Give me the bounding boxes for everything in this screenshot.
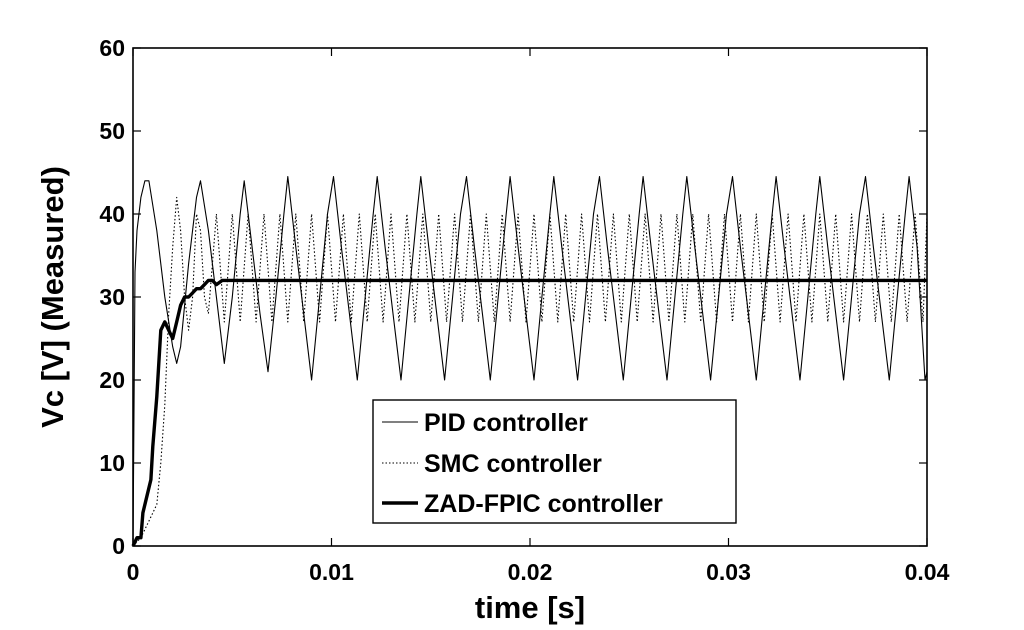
- tick-layer: 0 0.01 0.02 0.03 0.04 0 10 20 30 40 50 60: [99, 35, 949, 585]
- y-tick-label: 60: [99, 35, 125, 61]
- y-tick-label: 50: [99, 118, 125, 144]
- x-axis-label: time [s]: [475, 590, 585, 625]
- series-line-zad-fpic-controller: [131, 278, 927, 547]
- y-tick-label: 10: [99, 450, 125, 476]
- series-line-pid-controller: [132, 176, 928, 547]
- x-tick-label: 0.03: [706, 559, 751, 585]
- y-tick-label: 40: [99, 201, 125, 227]
- y-tick-label: 0: [112, 533, 125, 559]
- y-tick-label: 30: [99, 284, 125, 310]
- x-tick-label: 0.01: [309, 559, 354, 585]
- x-tick-label: 0.04: [905, 559, 950, 585]
- legend-label-smc: SMC controller: [424, 450, 602, 478]
- y-axis-label: Vc [V] (Measured): [35, 166, 70, 428]
- legend-box: [372, 399, 737, 524]
- y-tick-label: 20: [99, 367, 125, 393]
- legend-label-pid: PID controller: [424, 409, 588, 437]
- x-tick-label: 0.02: [508, 559, 553, 585]
- legend: PID controller SMC controller ZAD-FPIC c…: [372, 399, 737, 524]
- legend-label-zad-fpic: ZAD-FPIC controller: [424, 490, 663, 518]
- series-layer: [131, 176, 928, 547]
- x-tick-label: 0: [127, 559, 140, 585]
- series-line-smc-controller: [132, 196, 928, 547]
